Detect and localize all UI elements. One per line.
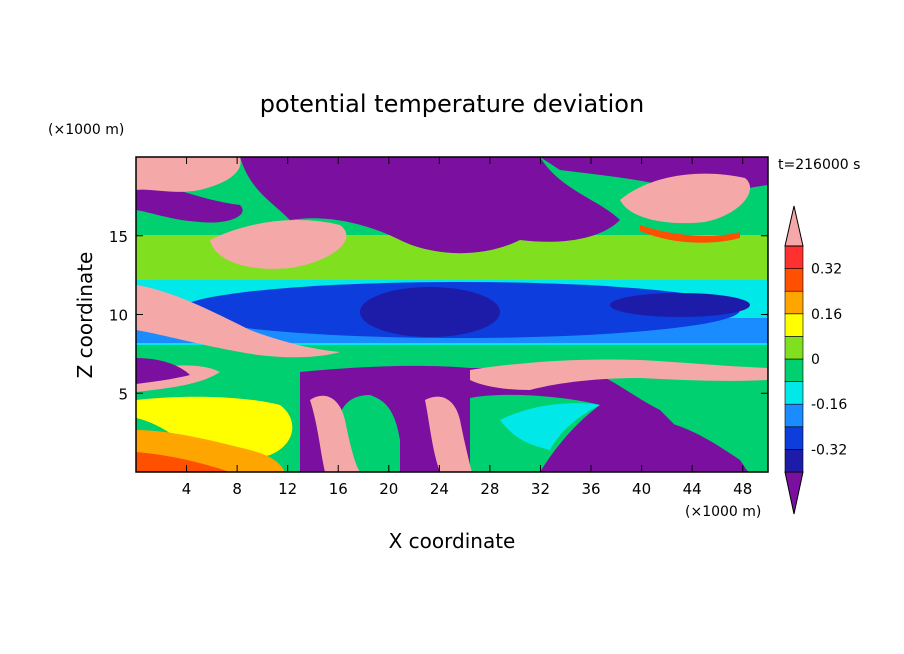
time-label: t=216000 s	[778, 157, 860, 173]
y-tick-label: 10	[109, 307, 128, 325]
x-tick-label: 12	[278, 480, 297, 498]
warm-tongue-left	[136, 285, 340, 358]
colorbar-swatch	[784, 290, 804, 315]
x-tick-label: 48	[733, 480, 752, 498]
colorbar-extend-low	[784, 471, 804, 515]
colorbar-swatch	[784, 245, 804, 269]
x-tick-label: 36	[581, 480, 600, 498]
colorbar-swatch	[784, 403, 804, 428]
warm-plume-2	[425, 396, 472, 472]
x-tick-label: 40	[632, 480, 651, 498]
warm-patch-upper-right-2	[640, 225, 740, 243]
x-tick-label: 20	[379, 480, 398, 498]
y-tick-label: 5	[118, 385, 128, 403]
x-axis-title: X coordinate	[389, 529, 516, 553]
y-tick-label: 15	[109, 228, 128, 246]
x-axis: 4 8 12 16 20 24 28 32 36 40 44 48	[182, 157, 752, 498]
colorbar-swatch	[784, 426, 804, 450]
cold-core-right	[610, 293, 750, 317]
colorbar-swatch	[784, 449, 804, 473]
colorbar-swatch	[784, 336, 804, 360]
bottom-left-swirl-red	[136, 452, 230, 472]
x-tick-label: 8	[232, 480, 242, 498]
y-unit-label: (×1000 m)	[48, 122, 124, 138]
x-unit-label: (×1000 m)	[685, 504, 761, 520]
colorbar-swatch	[784, 358, 804, 382]
y-axis-title: Z coordinate	[73, 252, 97, 379]
upper-purple-region	[240, 157, 620, 254]
cold-spot-left	[136, 358, 190, 384]
colorbar-label: -0.32	[811, 442, 847, 458]
bottom-left-swirl-yellow	[136, 396, 293, 458]
x-tick-label: 24	[430, 480, 449, 498]
colorbar-swatch	[784, 268, 804, 292]
colorbar-swatch	[784, 381, 804, 405]
chart-title: potential temperature deviation	[260, 90, 644, 118]
y-axis: 5 10 15	[109, 228, 768, 403]
x-tick-label: 44	[683, 480, 702, 498]
x-tick-label: 28	[480, 480, 499, 498]
cold-core-inner	[360, 287, 500, 337]
colorbar-label: 0.32	[811, 262, 842, 278]
colorbar-swatch	[784, 313, 804, 337]
warm-patch-upper-left	[136, 157, 241, 192]
warm-patch-upper-right	[620, 173, 751, 224]
colorbar-label: 0	[811, 352, 820, 368]
x-tick-label: 16	[329, 480, 348, 498]
bottom-right-cold-pool	[560, 418, 748, 472]
colorbar-label: 0.16	[811, 307, 842, 323]
colorbar-label: -0.16	[811, 397, 847, 413]
warm-layer-right	[470, 359, 768, 390]
contour-field	[136, 157, 768, 472]
colorbar-extend-high	[784, 205, 804, 247]
warm-patch-upper-mid	[210, 220, 347, 269]
bottom-right-cyan	[500, 403, 600, 450]
warm-plume-1	[310, 395, 360, 472]
x-tick-label: 32	[531, 480, 550, 498]
colorbar: 0.32 0.16 0 -0.16 -0.32	[784, 205, 847, 515]
x-tick-label: 4	[182, 480, 192, 498]
